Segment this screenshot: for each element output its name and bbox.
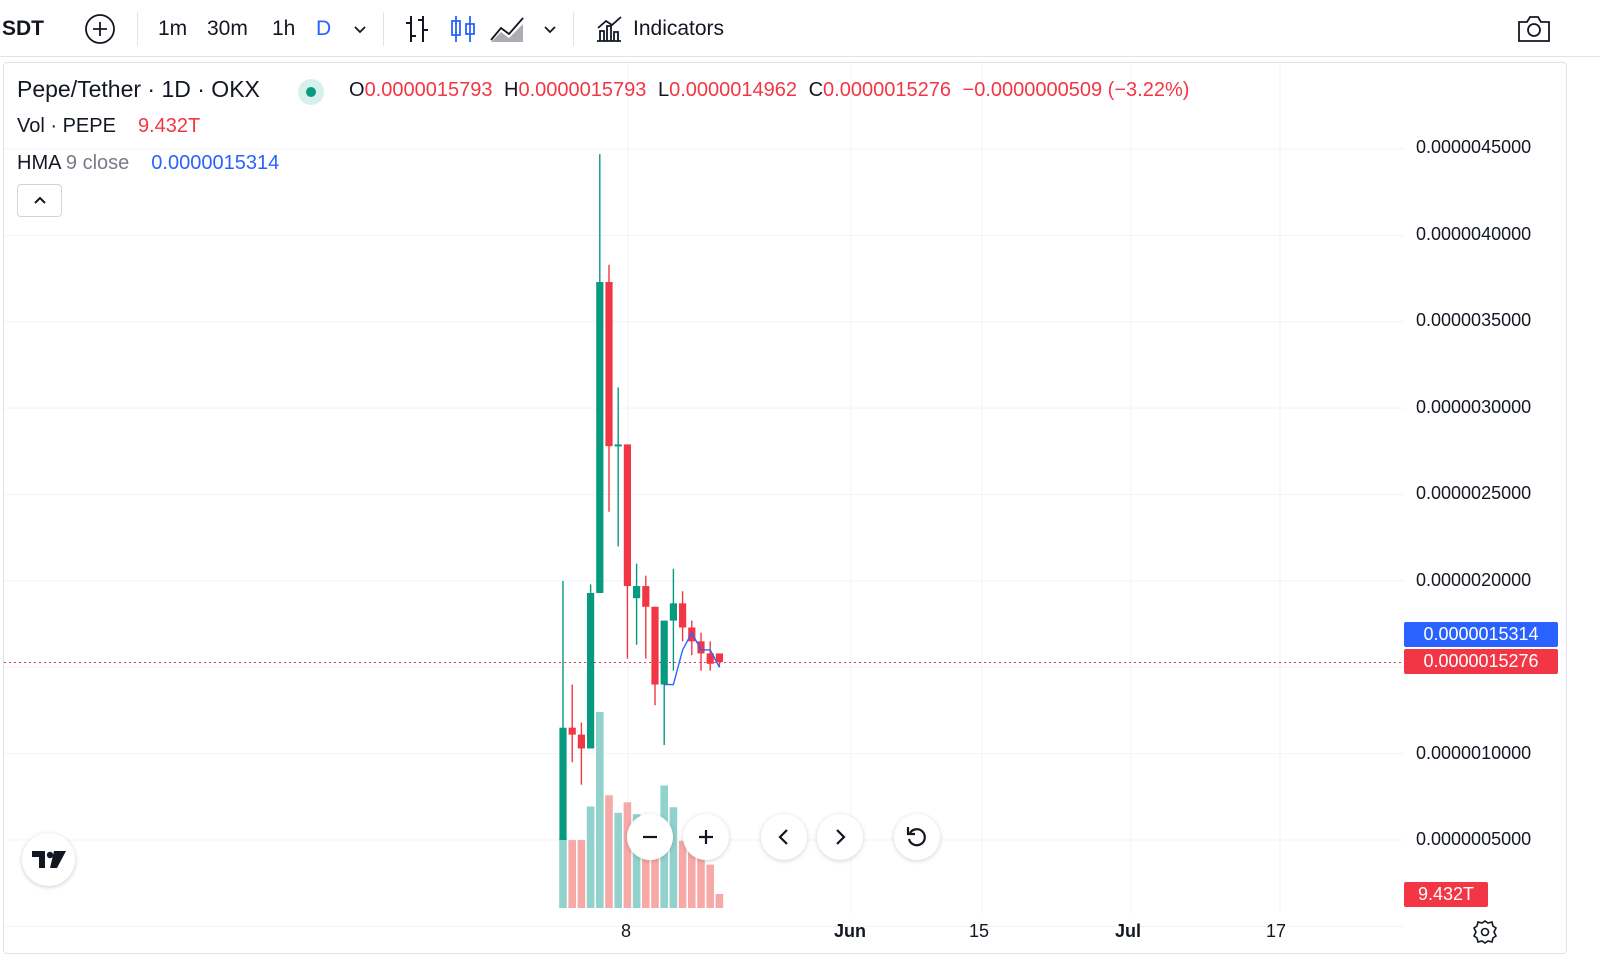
volume-bar (678, 840, 687, 908)
chevron-left-icon (778, 829, 788, 845)
interval-chevron-down-icon[interactable] (352, 0, 368, 57)
camera-icon[interactable] (1516, 0, 1552, 57)
indicators-icon[interactable] (594, 0, 624, 57)
price-chart[interactable] (4, 63, 1567, 954)
volume-bar (623, 802, 632, 908)
area-chart-icon[interactable] (489, 0, 527, 57)
interval-1m[interactable]: 1m (158, 16, 188, 40)
volume-bar (715, 894, 724, 908)
candle-body (669, 603, 677, 621)
price-label: 0.0000040000 (1416, 224, 1532, 244)
symbol-title[interactable]: Pepe/Tether · 1D · OKX (17, 76, 260, 102)
price-label: 0.0000045000 (1416, 137, 1532, 157)
candle-body (568, 727, 576, 735)
ohlc-values: O0.0000015793 H0.0000015793 L0.000001496… (349, 79, 1190, 101)
interval-1h[interactable]: 1h (272, 16, 296, 40)
volume-bar (614, 812, 622, 908)
chevron-right-icon (836, 829, 846, 845)
candle-body (596, 282, 604, 593)
candle-body (697, 641, 705, 654)
candle-body (688, 627, 696, 642)
volume-bar (577, 840, 586, 908)
indicators-button[interactable]: Indicators (633, 16, 725, 40)
plus-icon (699, 830, 713, 844)
price-label: 0.0000035000 (1416, 310, 1532, 330)
volume-legend[interactable]: Vol · PEPE 9.432T (17, 115, 201, 137)
time-label: 8 (621, 921, 632, 941)
volume-tag: 9.432T (1404, 882, 1488, 907)
tv-logo-icon (31, 850, 66, 868)
time-label: Jun (834, 921, 867, 941)
market-status-dot[interactable] (298, 79, 324, 105)
volume-bar (651, 849, 659, 908)
time-label: 15 (969, 921, 990, 941)
candles-icon[interactable] (449, 0, 477, 57)
candle-body (651, 606, 659, 685)
candle-body (614, 444, 622, 447)
volume-bar (596, 712, 604, 908)
zoom-in-button[interactable] (683, 814, 729, 860)
interval-d[interactable]: D (316, 16, 332, 40)
candle-body (715, 653, 723, 663)
price-label: 0.0000010000 (1416, 743, 1532, 763)
bar-chart-icon[interactable] (403, 0, 431, 57)
price-label: 0.0000005000 (1416, 829, 1532, 849)
candle-body (660, 620, 668, 685)
volume-bar (586, 806, 595, 908)
interval-30m[interactable]: 30m (207, 16, 248, 40)
price-label: 0.0000025000 (1416, 483, 1532, 503)
volume-bar (632, 814, 641, 908)
collapse-legend-button[interactable] (17, 184, 62, 217)
minus-icon (643, 835, 657, 839)
time-label: 17 (1266, 921, 1287, 941)
volume-bar (605, 795, 613, 908)
symbol-search-button[interactable]: SDT (2, 16, 44, 40)
price-change: −0.0000000509 (−3.22%) (962, 79, 1190, 101)
candle-body (577, 734, 585, 749)
volume-bar (688, 851, 696, 908)
chart-pane[interactable] (3, 62, 1567, 954)
candle-body (633, 586, 641, 599)
tradingview-logo[interactable] (22, 833, 75, 886)
candle-body (642, 586, 650, 607)
price-label: 0.0000020000 (1416, 570, 1532, 590)
hma-line (664, 631, 721, 686)
top-toolbar: SDT 1m 30m 1h D Indicators (0, 0, 1600, 57)
chart-type-chevron-down-icon[interactable] (542, 0, 558, 57)
time-label: Jul (1115, 921, 1142, 941)
candle-body (605, 282, 613, 447)
candle-body (679, 603, 687, 628)
scroll-right-button[interactable] (817, 814, 863, 860)
hma-price-tag: 0.0000015314 (1404, 622, 1558, 647)
price-label: 0.0000030000 (1416, 397, 1532, 417)
volume-bar (642, 839, 650, 908)
candle-body (623, 444, 631, 587)
volume-bar (559, 838, 567, 908)
compare-add-icon[interactable] (84, 0, 116, 57)
refresh-icon (906, 827, 926, 847)
zoom-out-button[interactable] (627, 814, 673, 860)
settings-gear-icon[interactable] (1472, 919, 1498, 950)
last-price-tag: 0.0000015276 (1404, 649, 1558, 674)
hma-legend[interactable]: HMA 9 close 0.0000015314 (17, 152, 280, 174)
scroll-left-button[interactable] (761, 814, 807, 860)
volume-bar (706, 864, 714, 908)
candle-body (559, 727, 567, 840)
volume-bar (568, 840, 576, 908)
candle-body (587, 592, 595, 749)
volume-bar (697, 856, 705, 908)
chevron-up-icon (33, 196, 46, 204)
candle-body (706, 653, 714, 664)
volume-bar (669, 807, 678, 908)
reset-chart-button[interactable] (894, 814, 940, 860)
